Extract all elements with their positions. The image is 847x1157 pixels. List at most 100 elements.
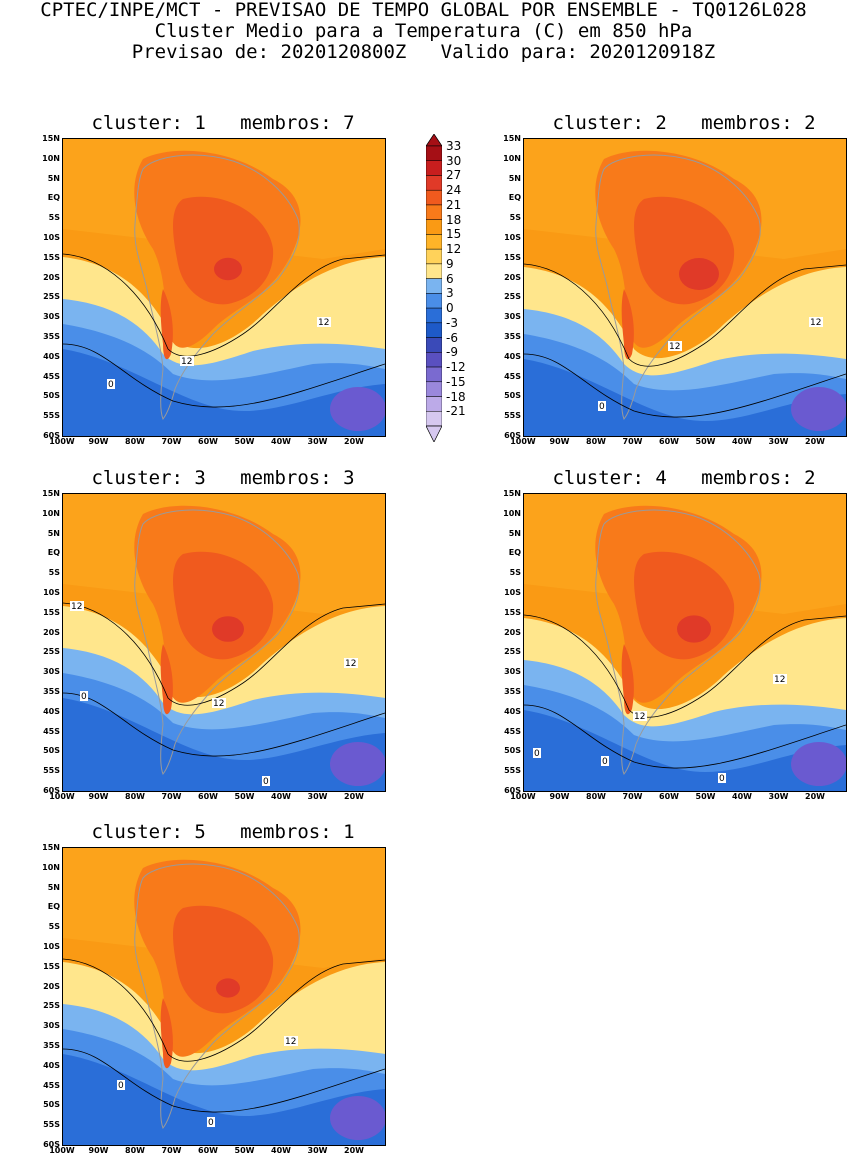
colorbar-tick-label: 9 <box>446 256 454 271</box>
colorbar-swatches <box>425 133 443 443</box>
continent-hot-zone <box>173 196 274 305</box>
cold-core <box>330 1096 385 1140</box>
latitude-label: 55S <box>43 411 60 421</box>
colorbar-tick-label: 3 <box>446 286 454 301</box>
band-minus3-0 <box>524 710 846 791</box>
colorbar-swatch <box>425 189 443 206</box>
latitude-label: 20S <box>43 272 60 282</box>
latitude-label: 10S <box>43 233 60 242</box>
svg-text:0: 0 <box>108 380 114 390</box>
contour-label: 12 <box>317 317 331 328</box>
colorbar-swatch <box>425 219 443 235</box>
latitude-label: 5N <box>508 528 521 538</box>
longitude-label: 40W <box>271 437 291 446</box>
panel-title: cluster: 3 membros: 3 <box>91 467 355 489</box>
contour-0 <box>63 692 385 757</box>
latitude-label: EQ <box>47 193 60 203</box>
contour-label: 12 <box>344 658 358 669</box>
svg-text:0: 0 <box>719 774 725 784</box>
colorbar-swatch <box>425 411 443 427</box>
latitude-label: 55S <box>504 766 521 776</box>
colorbar-tick-label: 15 <box>446 227 462 242</box>
latitude-label: 30S <box>43 1021 60 1031</box>
longitude-label: 70W <box>622 792 643 801</box>
contour-12 <box>63 253 385 357</box>
latitude-label: 20S <box>43 981 60 991</box>
latitude-label: 50S <box>43 391 60 401</box>
longitude-label: 50W <box>234 792 255 801</box>
colorbar-swatch <box>425 278 443 294</box>
longitude-label: 50W <box>695 437 716 446</box>
temperature-map-cluster-1: 12 12 0 <box>62 138 386 437</box>
band-minus3-0 <box>524 359 846 436</box>
contour-12 <box>63 958 385 1062</box>
latitude-label: 50S <box>43 746 60 756</box>
longitude-label: 50W <box>234 437 255 446</box>
latitude-label: 15N <box>42 134 60 143</box>
latitude-label: 10S <box>43 942 60 951</box>
panel-title: cluster: 2 membros: 2 <box>552 112 816 134</box>
heat-maximum <box>679 258 719 290</box>
svg-text:12: 12 <box>318 318 329 328</box>
latitude-label: 15S <box>43 252 60 262</box>
temperature-map-cluster-4: 12 12 0 0 0 <box>523 493 847 792</box>
longitude-label: 40W <box>732 792 752 801</box>
panel-title: cluster: 4 membros: 2 <box>552 467 816 489</box>
contour-0 <box>63 343 385 408</box>
south-america-coastline <box>134 863 300 1129</box>
panel-title: cluster: 1 membros: 7 <box>91 112 355 134</box>
temperature-map-cluster-5: 12 0 0 <box>62 847 386 1146</box>
header-line-2: Cluster Medio para a Temperatura (C) em … <box>154 20 693 42</box>
latitude-label: 25S <box>43 292 60 302</box>
latitude-label: 35S <box>504 687 521 696</box>
longitude-label: 30W <box>768 437 789 446</box>
colorbar-swatch <box>425 381 443 397</box>
colorbar-swatch <box>425 293 443 309</box>
latitude-label: 55S <box>504 411 521 421</box>
latitude-label: 55S <box>43 1120 60 1130</box>
colorbar-swatch <box>425 307 443 324</box>
latitude-label: 25S <box>43 647 60 657</box>
longitude-label: 70W <box>622 437 643 446</box>
colorbar-swatch <box>425 234 443 250</box>
longitude-label: 20W <box>344 792 364 801</box>
cold-core <box>791 742 846 786</box>
band-minus3-0 <box>63 1054 385 1145</box>
latitude-label: 45S <box>43 371 60 381</box>
colorbar-swatch <box>425 175 443 191</box>
latitude-label: 50S <box>504 746 521 756</box>
latitude-label: 40S <box>43 351 60 361</box>
cold-core <box>330 387 385 431</box>
latitude-label: 10S <box>504 588 521 597</box>
longitude-label: 60W <box>659 792 679 801</box>
colorbar-tick-label: 24 <box>446 183 462 198</box>
latitude-label: 10S <box>43 588 60 597</box>
colorbar-swatch <box>425 145 443 161</box>
temperature-map-cluster-3: 12 12 12 0 0 <box>62 493 386 792</box>
latitude-label: 40S <box>504 351 521 361</box>
contour-label: 12 <box>180 356 194 367</box>
latitude-label: 45S <box>504 371 521 381</box>
colorbar-tick-label: 21 <box>446 197 462 212</box>
latitude-label: 60S <box>43 786 60 795</box>
longitude-label: 90W <box>88 437 109 446</box>
latitude-label: 30S <box>504 667 521 677</box>
longitude-label: 70W <box>161 1146 182 1155</box>
colorbar-bottom-arrow <box>425 425 443 443</box>
latitude-label: 5S <box>48 922 60 932</box>
latitude-label: EQ <box>508 193 521 203</box>
svg-text:0: 0 <box>599 402 605 412</box>
latitude-label: 60S <box>504 431 521 440</box>
colorbar-tick-label: 6 <box>446 271 454 286</box>
latitude-label: 20S <box>43 627 60 637</box>
latitude-label: 30S <box>504 312 521 322</box>
colorbar-tick-label: 30 <box>446 153 462 168</box>
heat-maximum <box>214 257 242 281</box>
contour-0 <box>63 1048 385 1113</box>
contour-label: 12 <box>773 674 787 685</box>
longitude-label: 40W <box>271 792 291 801</box>
latitude-label: 15N <box>503 134 521 143</box>
contour-0 <box>524 353 846 418</box>
svg-text:12: 12 <box>285 1037 296 1047</box>
latitude-label: 15N <box>503 489 521 498</box>
